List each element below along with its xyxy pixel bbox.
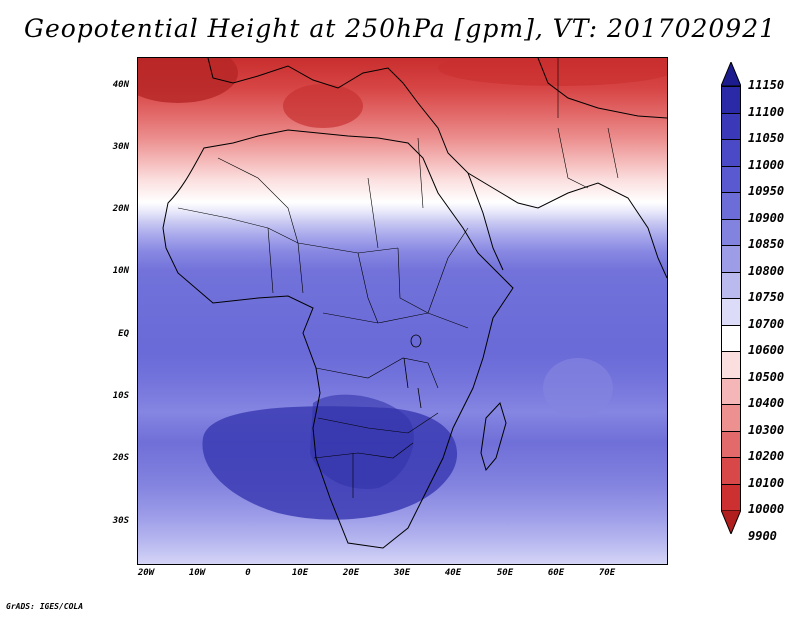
colorbar-top-arrow: [721, 62, 741, 86]
colorbar-cell: [721, 430, 741, 458]
lon-tick-0: 0: [245, 568, 251, 578]
colorbar-bottom-arrow: [721, 510, 741, 534]
colorbar-label: 11100: [748, 104, 785, 119]
chart-title: Geopotential Height at 250hPa [gpm], VT:…: [23, 14, 777, 43]
colorbar-cell: [721, 377, 741, 405]
lon-tick-10w: 10W: [188, 568, 206, 578]
lon-tick-60e: 60E: [547, 568, 565, 578]
lon-tick-40e: 40E: [444, 568, 462, 578]
colorbar-cell: [721, 271, 741, 299]
colorbar-label: 10600: [748, 343, 785, 357]
lon-tick-50e: 50E: [496, 568, 514, 578]
colorbar-label: 10000: [748, 502, 785, 516]
colorbar-label: 10700: [748, 316, 785, 331]
low-band-north: [438, 58, 667, 86]
colorbar-cell: [721, 112, 741, 140]
indian-ocean-patch: [543, 358, 613, 418]
colorbar-label: 10850: [748, 237, 785, 251]
lakes: [403, 334, 422, 409]
colorbar-cell: [721, 218, 741, 246]
colorbar-cell: [721, 483, 741, 511]
colorbar-cell: [721, 139, 741, 167]
colorbar-cell: [721, 404, 741, 432]
lat-tick-eq: EQ: [118, 329, 129, 339]
lat-tick-20n: 20N: [112, 204, 129, 214]
colorbar-label: 10500: [748, 369, 785, 384]
colorbar-label: 10950: [748, 184, 785, 198]
lon-tick-10e: 10E: [291, 568, 309, 578]
borders: [177, 58, 619, 498]
lon-tick-20e: 20E: [342, 568, 360, 578]
colorbar-cell: [721, 245, 741, 273]
coastlines: [162, 58, 667, 549]
colorbar-cell: [721, 192, 741, 220]
colorbar-cell: [721, 457, 741, 485]
lat-tick-40n: 40N: [112, 80, 129, 90]
colorbar-cell: [721, 298, 741, 326]
lat-tick-30s: 30S: [112, 516, 129, 526]
colorbar-label: 11000: [748, 157, 785, 172]
footer-credit: GrADS: IGES/COLA: [6, 602, 84, 611]
lon-tick-20w: 20W: [137, 568, 155, 578]
colorbar-cell: [721, 165, 741, 193]
colorbar-cell: [721, 351, 741, 379]
colorbar-label: 11050: [748, 131, 785, 145]
lat-tick-30n: 30N: [112, 142, 129, 152]
colorbar-label: 9900: [748, 528, 777, 543]
field-overlay: [138, 58, 667, 549]
low-center-northwest: [138, 58, 238, 103]
colorbar-cell: [721, 86, 741, 114]
colorbar-label: 10200: [748, 449, 785, 463]
lat-tick-10s: 10S: [112, 391, 129, 401]
colorbar-label: 10900: [748, 210, 785, 225]
colorbar-label: 10800: [748, 263, 785, 278]
colorbar-label: 10100: [748, 475, 785, 490]
high-core: [310, 394, 414, 489]
lon-tick-30e: 30E: [393, 568, 411, 578]
colorbar-label: 10750: [748, 290, 785, 304]
map-panel: [137, 57, 668, 565]
colorbar-label: 10400: [748, 396, 785, 410]
lon-tick-70e: 70E: [598, 568, 616, 578]
colorbar-cell: [721, 324, 741, 352]
colorbar-label: 10300: [748, 422, 785, 437]
colorbar-label: 11150: [748, 78, 785, 92]
lat-tick-10n: 10N: [112, 266, 129, 276]
lat-tick-20s: 20S: [112, 453, 129, 463]
low-center-mediterranean: [283, 84, 363, 128]
